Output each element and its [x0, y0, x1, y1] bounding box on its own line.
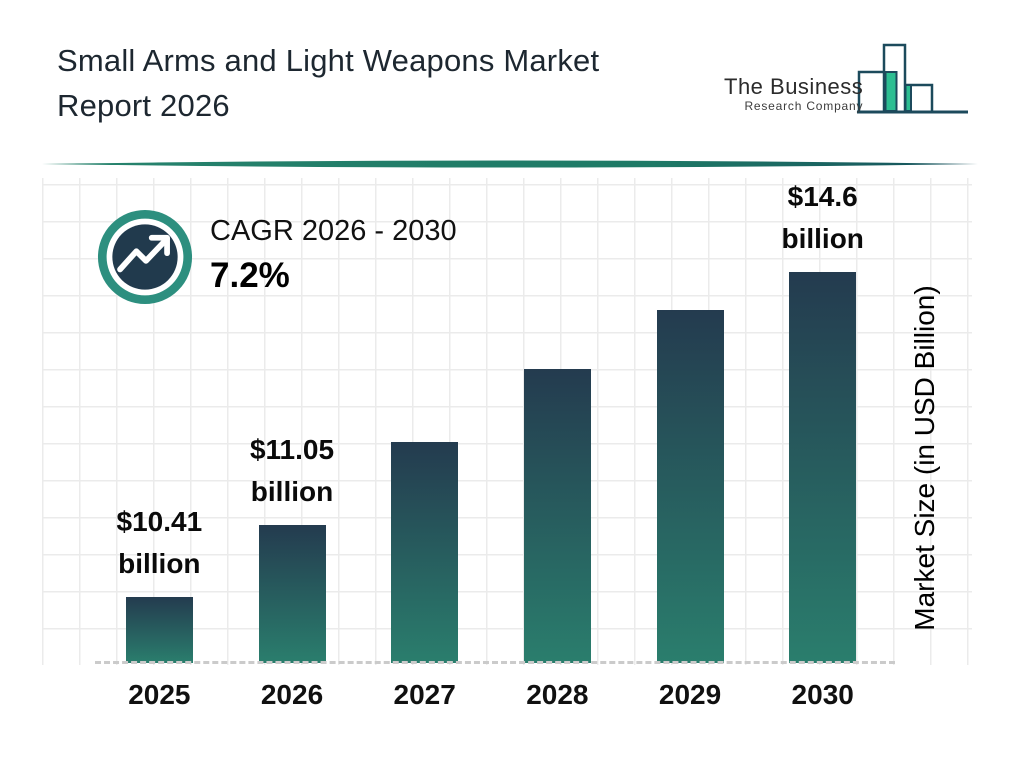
- bar-2028: [523, 369, 591, 663]
- bar-column: $14.6 billion: [756, 176, 889, 663]
- y-axis-label: Market Size (in USD Billion): [909, 285, 940, 631]
- logo-company-subtitle: Research Company: [744, 99, 864, 113]
- bar-2027: [391, 442, 459, 663]
- bar-chart: $10.41 billion $11.05 billion: [93, 175, 889, 663]
- bar-column: [624, 298, 757, 663]
- x-tick-label-2030: 2030: [791, 679, 854, 710]
- x-axis-baseline: [95, 661, 895, 664]
- company-logo: The Business Research Company: [724, 40, 971, 117]
- bar-value-line1: $10.41: [116, 506, 203, 537]
- bar-column: [358, 430, 491, 663]
- bar-value-label: $14.6 billion: [781, 176, 863, 260]
- bar-2026: [258, 525, 326, 663]
- bar-column: $10.41 billion: [93, 501, 226, 663]
- bar-2025: [125, 597, 193, 663]
- x-tick-label-2027: 2027: [393, 679, 456, 710]
- divider-line: [42, 160, 978, 168]
- bar-column: [491, 357, 624, 663]
- page-title: Small Arms and Light Weapons Market Repo…: [57, 43, 600, 123]
- cagr-label: CAGR 2026 - 2030: [210, 215, 457, 247]
- x-tick-label-2026: 2026: [260, 679, 324, 710]
- bar-value-line2: billion: [781, 223, 864, 254]
- x-tick-label-2029: 2029: [658, 679, 722, 710]
- bar-2030: [789, 272, 857, 663]
- company-logo-text: The Business Research Company: [724, 74, 864, 114]
- trending-up-icon: [97, 209, 193, 305]
- x-tick-label-2025: 2025: [128, 679, 191, 710]
- bar-value-line2: billion: [118, 548, 201, 579]
- bar-value-line2: billion: [250, 476, 334, 507]
- bar-value-line1: $14.6: [787, 181, 858, 212]
- bar-value-line1: $11.05: [249, 434, 335, 465]
- bar-value-label: $10.41 billion: [117, 501, 203, 585]
- x-tick-label-2028: 2028: [526, 679, 589, 710]
- cagr-callout: CAGR 2026 - 2030 7.2%: [210, 214, 457, 296]
- x-axis-labels: 2025 2026 2027 2028 2029 2030: [93, 679, 889, 711]
- logo-bars-icon: [857, 43, 969, 114]
- bar-2029: [656, 310, 724, 663]
- logo-company-name: The Business: [724, 74, 864, 99]
- bar-column: $11.05 billion: [226, 429, 359, 663]
- bar-value-label: $11.05 billion: [250, 429, 334, 513]
- cagr-value: 7.2%: [210, 256, 290, 295]
